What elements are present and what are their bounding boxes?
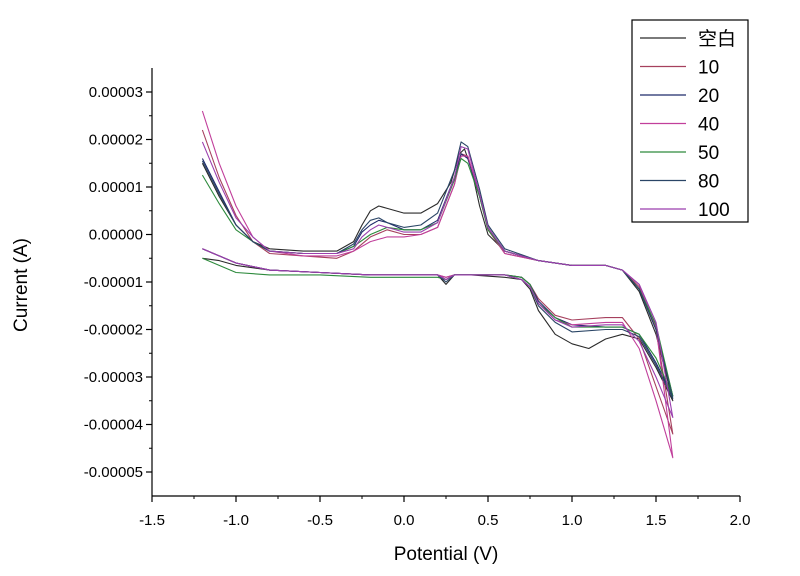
legend-label: 空白 [698, 28, 736, 50]
plot-lines [201, 110, 674, 459]
y-tick-label: 0.00003 [89, 84, 143, 101]
x-ticks: -1.5 -1.0 -0.5 0.0 0.5 1.0 1.5 2.0 [139, 496, 750, 529]
legend-frame [631, 19, 749, 223]
x-tick-label: 1.0 [562, 512, 583, 529]
x-tick-label: -0.5 [307, 512, 333, 529]
series-line-4 [201, 157, 674, 397]
x-tick-label: -1.5 [139, 512, 165, 529]
y-tick-label: 0.00002 [89, 132, 143, 149]
x-tick-label: 2.0 [730, 512, 751, 529]
legend-label: 20 [698, 86, 719, 107]
x-axis-title: Potential (V) [394, 544, 499, 565]
legend-items: 空白 10 20 40 50 80 100 [640, 28, 736, 221]
series-line-6 [201, 141, 674, 418]
series-line-3 [201, 110, 674, 459]
y-tick-label: -0.00001 [84, 274, 143, 291]
y-tick-label: -0.00003 [84, 369, 143, 386]
y-tick-label: 0.00001 [89, 179, 143, 196]
legend: 空白 10 20 40 50 80 100 [631, 19, 749, 223]
x-tick-label: 0.0 [394, 512, 415, 529]
y-tick-label: -0.00004 [84, 417, 143, 434]
y-axis-title: Current (A) [11, 238, 32, 332]
legend-label: 50 [698, 143, 719, 164]
x-tick-label: 1.5 [646, 512, 667, 529]
y-tick-label: -0.00002 [84, 322, 143, 339]
series-line-0 [201, 148, 674, 402]
x-tick-label: 0.5 [478, 512, 499, 529]
series-line-1 [201, 129, 674, 435]
axes: -1.5 -1.0 -0.5 0.0 0.5 1.0 1.5 2.0 0.000030.000… [84, 68, 750, 529]
y-tick-label: -0.00005 [84, 464, 143, 481]
y-tick-label: 0.00000 [89, 227, 143, 244]
legend-label: 10 [698, 58, 719, 79]
legend-label: 80 [698, 172, 719, 193]
legend-label: 100 [698, 200, 730, 221]
y-ticks: 0.00003 0.00002 0.00001 0.00000 -0.00001 -0.0… [84, 84, 152, 481]
legend-label: 40 [698, 115, 719, 136]
x-tick-label: -1.0 [223, 512, 249, 529]
